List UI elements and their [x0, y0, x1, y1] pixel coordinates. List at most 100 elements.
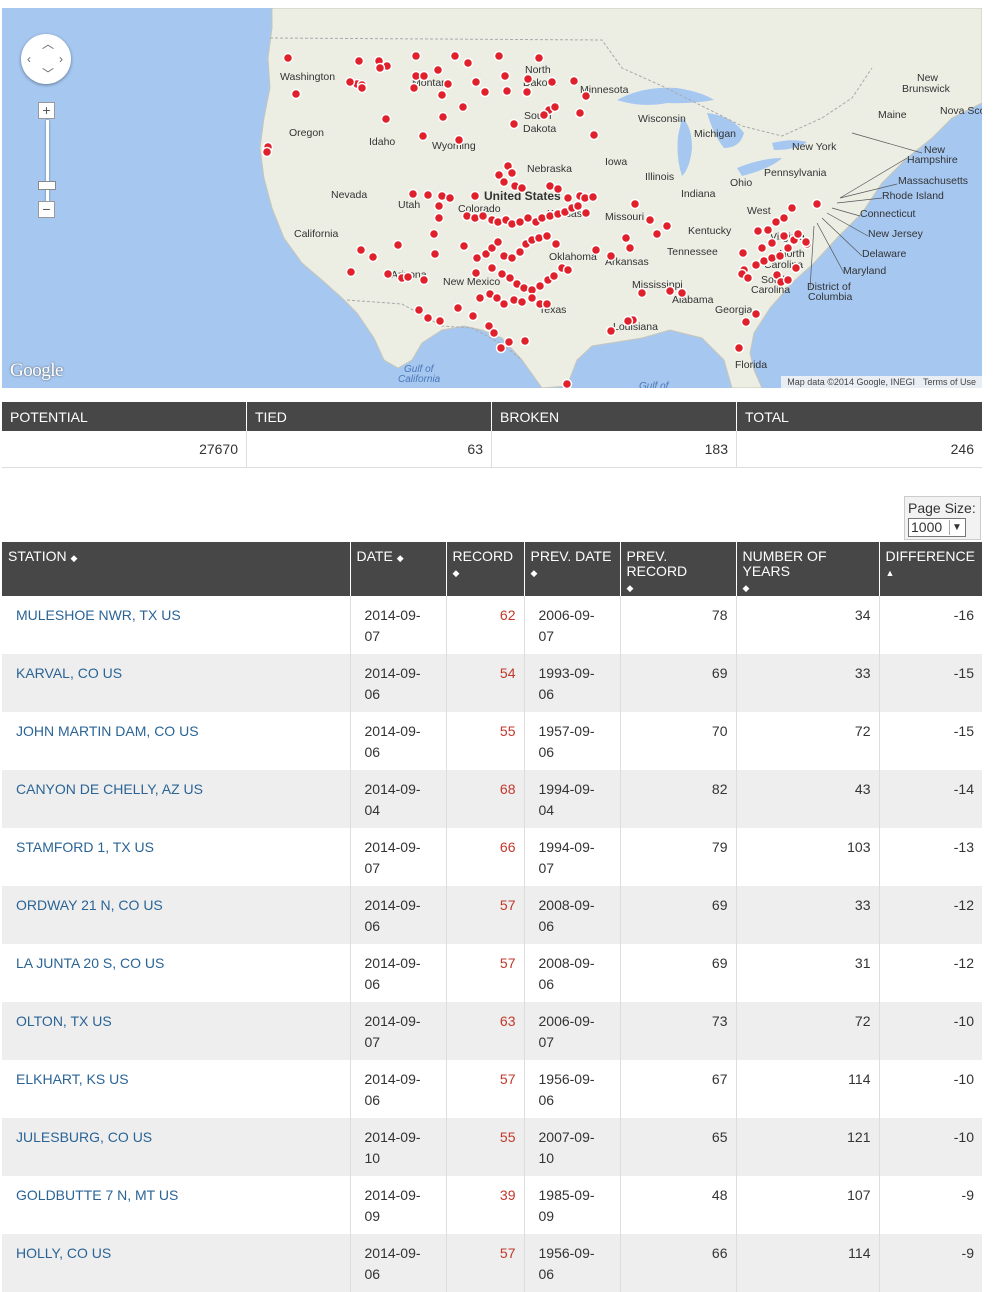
station-marker[interactable] — [436, 89, 448, 101]
station-marker[interactable] — [282, 52, 294, 64]
station-marker[interactable] — [462, 57, 474, 69]
station-marker[interactable] — [644, 214, 656, 226]
station-marker[interactable] — [636, 287, 648, 299]
zoom-in-button[interactable]: + — [38, 102, 55, 119]
station-marker[interactable] — [762, 224, 774, 236]
pan-down-icon[interactable]: ﹀ — [42, 67, 55, 81]
station-marker[interactable] — [434, 315, 446, 327]
station-link[interactable]: GOLDBUTTE 7 N, MT US — [2, 1176, 351, 1234]
map-canvas[interactable]: Washington MontanaNorthDakotaMinnesotaOre… — [2, 8, 982, 388]
station-marker[interactable] — [374, 62, 386, 74]
station-marker[interactable] — [622, 315, 634, 327]
station-marker[interactable] — [290, 88, 302, 100]
station-marker[interactable] — [418, 70, 430, 82]
station-link[interactable]: STAMFORD 1, TX US — [2, 828, 351, 886]
station-marker[interactable] — [790, 262, 802, 274]
pan-left-icon[interactable]: ‹ — [27, 52, 31, 66]
station-marker[interactable] — [413, 304, 425, 316]
station-marker[interactable] — [750, 259, 762, 271]
pan-control[interactable]: ︿ ﹀ ‹ › — [21, 34, 71, 84]
station-marker[interactable] — [782, 274, 794, 286]
station-marker[interactable] — [479, 86, 491, 98]
column-header-date[interactable]: DATE ◆ — [350, 542, 447, 596]
station-link[interactable]: JOHN MARTIN DAM, CO US — [2, 712, 351, 770]
station-marker[interactable] — [811, 198, 823, 210]
station-marker[interactable] — [422, 189, 434, 201]
station-link[interactable]: CANYON DE CHELLY, AZ US — [2, 770, 351, 828]
station-marker[interactable] — [493, 169, 505, 181]
station-marker[interactable] — [526, 292, 538, 304]
station-marker[interactable] — [477, 210, 489, 222]
station-marker[interactable] — [345, 266, 357, 278]
station-marker[interactable] — [664, 285, 676, 297]
station-marker[interactable] — [444, 192, 456, 204]
station-marker[interactable] — [550, 238, 562, 250]
station-marker[interactable] — [486, 242, 498, 254]
station-marker[interactable] — [469, 190, 481, 202]
station-link[interactable]: HOLLY, CO US — [2, 1234, 351, 1292]
pan-right-icon[interactable]: › — [59, 52, 63, 66]
station-marker[interactable] — [733, 342, 745, 354]
station-marker[interactable] — [521, 86, 533, 98]
station-link[interactable]: JULESBURG, CO US — [2, 1118, 351, 1176]
station-marker[interactable] — [480, 248, 492, 260]
station-marker[interactable] — [474, 292, 486, 304]
station-marker[interactable] — [533, 52, 545, 64]
station-marker[interactable] — [452, 302, 464, 314]
zoom-out-button[interactable]: − — [38, 201, 55, 218]
station-marker[interactable] — [503, 336, 515, 348]
station-marker[interactable] — [261, 146, 273, 158]
station-marker[interactable] — [588, 129, 600, 141]
column-header-station[interactable]: STATION ◆ — [2, 542, 351, 596]
station-marker[interactable] — [410, 50, 422, 62]
station-marker[interactable] — [742, 272, 754, 284]
station-marker[interactable] — [605, 325, 617, 337]
column-header-difference[interactable]: DIFFERENCE ▲ — [879, 542, 982, 596]
station-marker[interactable] — [467, 310, 479, 322]
station-marker[interactable] — [514, 216, 526, 228]
station-marker[interactable] — [740, 316, 752, 328]
station-marker[interactable] — [516, 182, 528, 194]
station-marker[interactable] — [782, 242, 794, 254]
station-marker[interactable] — [442, 78, 454, 90]
station-marker[interactable] — [629, 198, 641, 210]
station-marker[interactable] — [522, 212, 534, 224]
station-marker[interactable] — [778, 212, 790, 224]
station-marker[interactable] — [590, 244, 602, 256]
station-link[interactable]: LA JUNTA 20 S, CO US — [2, 944, 351, 1002]
station-marker[interactable] — [522, 73, 534, 85]
station-marker[interactable] — [496, 268, 508, 280]
station-marker[interactable] — [492, 236, 504, 248]
station-marker[interactable] — [534, 280, 546, 292]
station-marker[interactable] — [458, 240, 470, 252]
station-marker[interactable] — [568, 75, 580, 87]
station-marker[interactable] — [516, 296, 528, 308]
station-marker[interactable] — [470, 267, 482, 279]
station-marker[interactable] — [418, 274, 430, 286]
column-header-prev-date[interactable]: PREV. DATE ◆ — [524, 542, 621, 596]
station-marker[interactable] — [514, 246, 526, 258]
station-marker[interactable] — [676, 287, 688, 299]
column-header-number-of-years[interactable]: NUMBER OF YEARS ◆ — [736, 542, 880, 596]
station-marker[interactable] — [437, 111, 449, 123]
station-marker[interactable] — [572, 200, 584, 212]
station-marker[interactable] — [519, 335, 531, 347]
station-link[interactable]: KARVAL, CO US — [2, 654, 351, 712]
station-marker[interactable] — [750, 308, 762, 320]
station-marker[interactable] — [491, 292, 503, 304]
station-marker[interactable] — [774, 250, 786, 262]
station-marker[interactable] — [432, 64, 444, 76]
pan-up-icon[interactable]: ︿ — [42, 37, 55, 51]
station-marker[interactable] — [493, 50, 505, 62]
station-marker[interactable] — [356, 82, 368, 94]
station-marker[interactable] — [506, 167, 518, 179]
station-marker[interactable] — [433, 200, 445, 212]
station-marker[interactable] — [488, 327, 500, 339]
station-marker[interactable] — [770, 216, 782, 228]
page-size-select[interactable]: 1000 ▼ — [908, 518, 966, 537]
station-marker[interactable] — [498, 176, 510, 188]
station-marker[interactable] — [541, 230, 553, 242]
station-marker[interactable] — [407, 188, 419, 200]
chevron-down-icon[interactable]: ▼ — [949, 520, 964, 535]
station-marker[interactable] — [471, 252, 483, 264]
